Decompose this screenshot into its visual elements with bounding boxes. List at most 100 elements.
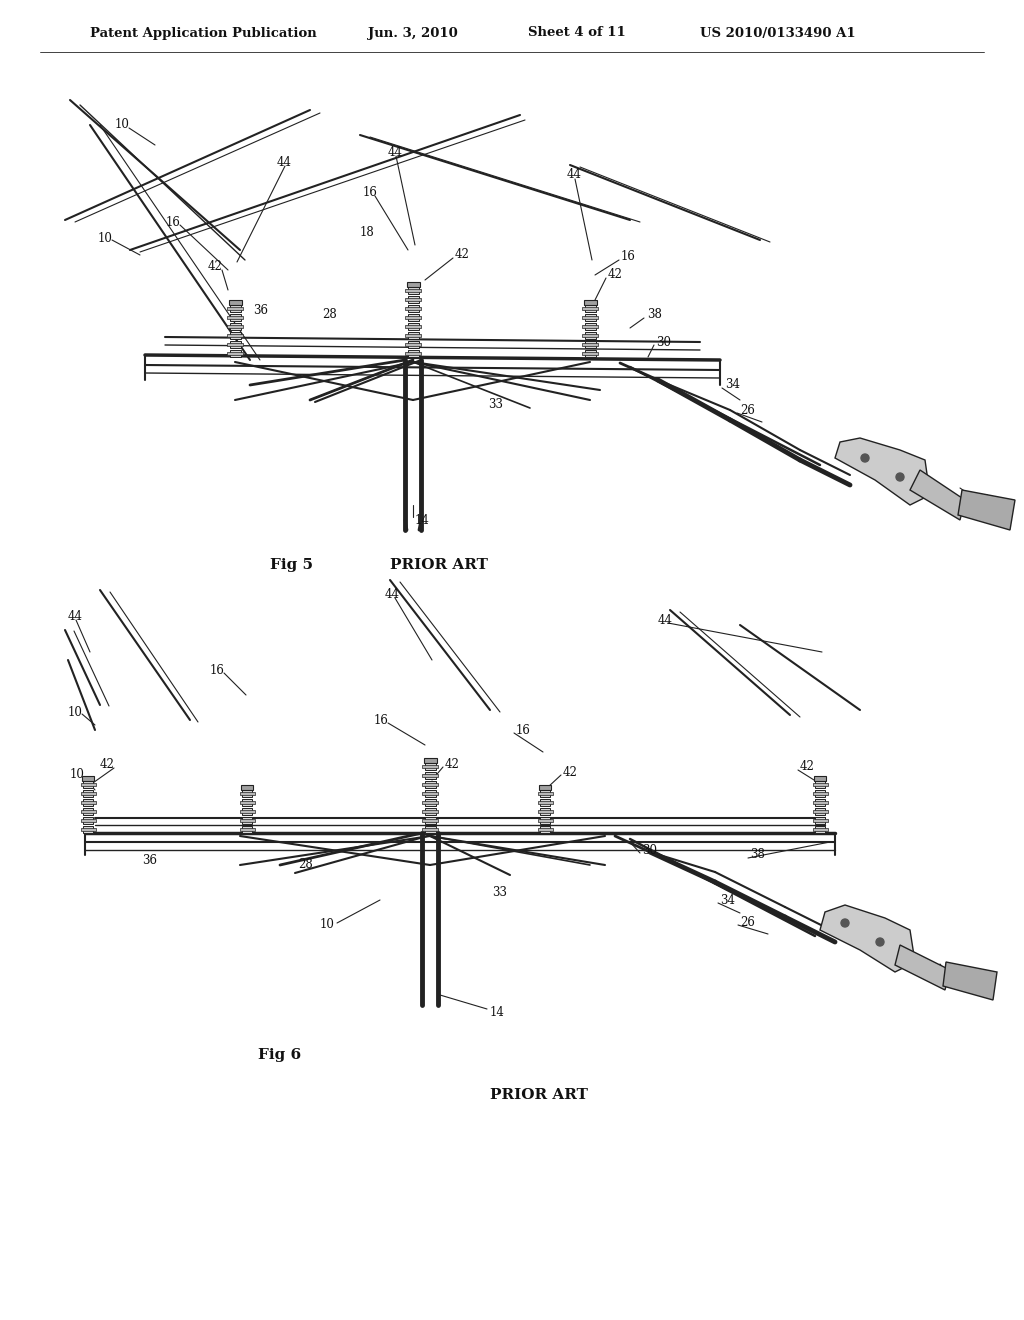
- Bar: [812, 829, 827, 832]
- Polygon shape: [895, 945, 950, 990]
- Text: 36: 36: [253, 304, 268, 317]
- Bar: [408, 314, 419, 321]
- Bar: [226, 317, 244, 319]
- Bar: [240, 792, 255, 795]
- Bar: [814, 776, 826, 781]
- Text: 36: 36: [142, 854, 157, 866]
- Bar: [422, 810, 438, 813]
- Bar: [425, 799, 435, 807]
- Bar: [81, 820, 95, 822]
- Text: 10: 10: [98, 231, 113, 244]
- Bar: [582, 326, 598, 329]
- Bar: [812, 820, 827, 822]
- Text: 10: 10: [70, 768, 85, 781]
- Polygon shape: [910, 470, 965, 520]
- Text: 42: 42: [800, 760, 815, 774]
- Text: 42: 42: [608, 268, 623, 281]
- Bar: [582, 317, 598, 319]
- Text: 42: 42: [100, 759, 115, 771]
- Text: US 2010/0133490 A1: US 2010/0133490 A1: [700, 26, 856, 40]
- Text: 33: 33: [492, 886, 507, 899]
- Text: 44: 44: [567, 169, 582, 181]
- Bar: [408, 350, 419, 356]
- Text: 14: 14: [415, 513, 430, 527]
- Text: 18: 18: [360, 226, 375, 239]
- Text: 38: 38: [647, 309, 662, 322]
- Polygon shape: [820, 906, 915, 972]
- Bar: [242, 808, 252, 814]
- Bar: [229, 323, 241, 330]
- Bar: [408, 296, 419, 304]
- Bar: [585, 350, 596, 356]
- Text: Patent Application Publication: Patent Application Publication: [90, 26, 316, 40]
- Bar: [585, 341, 596, 348]
- Bar: [240, 820, 255, 822]
- Bar: [422, 792, 438, 795]
- Bar: [404, 317, 421, 319]
- Bar: [408, 323, 419, 330]
- Text: 22: 22: [952, 974, 967, 986]
- Bar: [582, 308, 598, 310]
- Bar: [242, 826, 252, 833]
- Bar: [404, 334, 421, 337]
- Bar: [815, 808, 825, 814]
- Bar: [539, 785, 551, 789]
- Circle shape: [876, 939, 884, 946]
- Bar: [538, 820, 553, 822]
- Bar: [229, 305, 241, 312]
- Bar: [228, 300, 242, 305]
- Text: Jun. 3, 2010: Jun. 3, 2010: [368, 26, 458, 40]
- Text: 28: 28: [322, 309, 337, 322]
- Bar: [815, 789, 825, 797]
- Polygon shape: [943, 962, 997, 1001]
- Bar: [81, 801, 95, 804]
- Text: 42: 42: [455, 248, 470, 261]
- Text: 22: 22: [975, 494, 990, 507]
- Text: 42: 42: [208, 260, 223, 273]
- Text: 42: 42: [445, 758, 460, 771]
- Bar: [226, 352, 244, 355]
- Bar: [81, 784, 95, 787]
- Bar: [812, 810, 827, 813]
- Bar: [815, 817, 825, 824]
- Bar: [424, 758, 436, 763]
- Bar: [404, 343, 421, 346]
- Bar: [226, 308, 244, 310]
- Text: 16: 16: [374, 714, 389, 726]
- Bar: [229, 333, 241, 339]
- Bar: [540, 808, 550, 814]
- Bar: [425, 772, 435, 779]
- Bar: [242, 799, 252, 807]
- Bar: [404, 289, 421, 292]
- Bar: [242, 817, 252, 824]
- Bar: [585, 323, 596, 330]
- Bar: [408, 286, 419, 294]
- Text: 10: 10: [115, 119, 130, 132]
- Bar: [83, 826, 93, 833]
- Text: 28: 28: [298, 858, 312, 871]
- Bar: [83, 781, 93, 788]
- Bar: [582, 343, 598, 346]
- Text: 34: 34: [725, 379, 740, 392]
- Bar: [812, 801, 827, 804]
- Text: 10: 10: [68, 705, 83, 718]
- Text: Fig 5: Fig 5: [270, 558, 313, 572]
- Bar: [229, 341, 241, 348]
- Bar: [812, 784, 827, 787]
- Text: 34: 34: [720, 894, 735, 907]
- Bar: [425, 808, 435, 814]
- Bar: [585, 305, 596, 312]
- Bar: [226, 334, 244, 337]
- Bar: [425, 781, 435, 788]
- Bar: [540, 799, 550, 807]
- Bar: [422, 784, 438, 787]
- Text: 16: 16: [362, 186, 378, 198]
- Bar: [584, 300, 597, 305]
- Bar: [83, 799, 93, 807]
- Bar: [226, 343, 244, 346]
- Bar: [240, 801, 255, 804]
- Bar: [240, 829, 255, 832]
- Text: 26: 26: [740, 916, 755, 928]
- Bar: [425, 826, 435, 833]
- Bar: [585, 314, 596, 321]
